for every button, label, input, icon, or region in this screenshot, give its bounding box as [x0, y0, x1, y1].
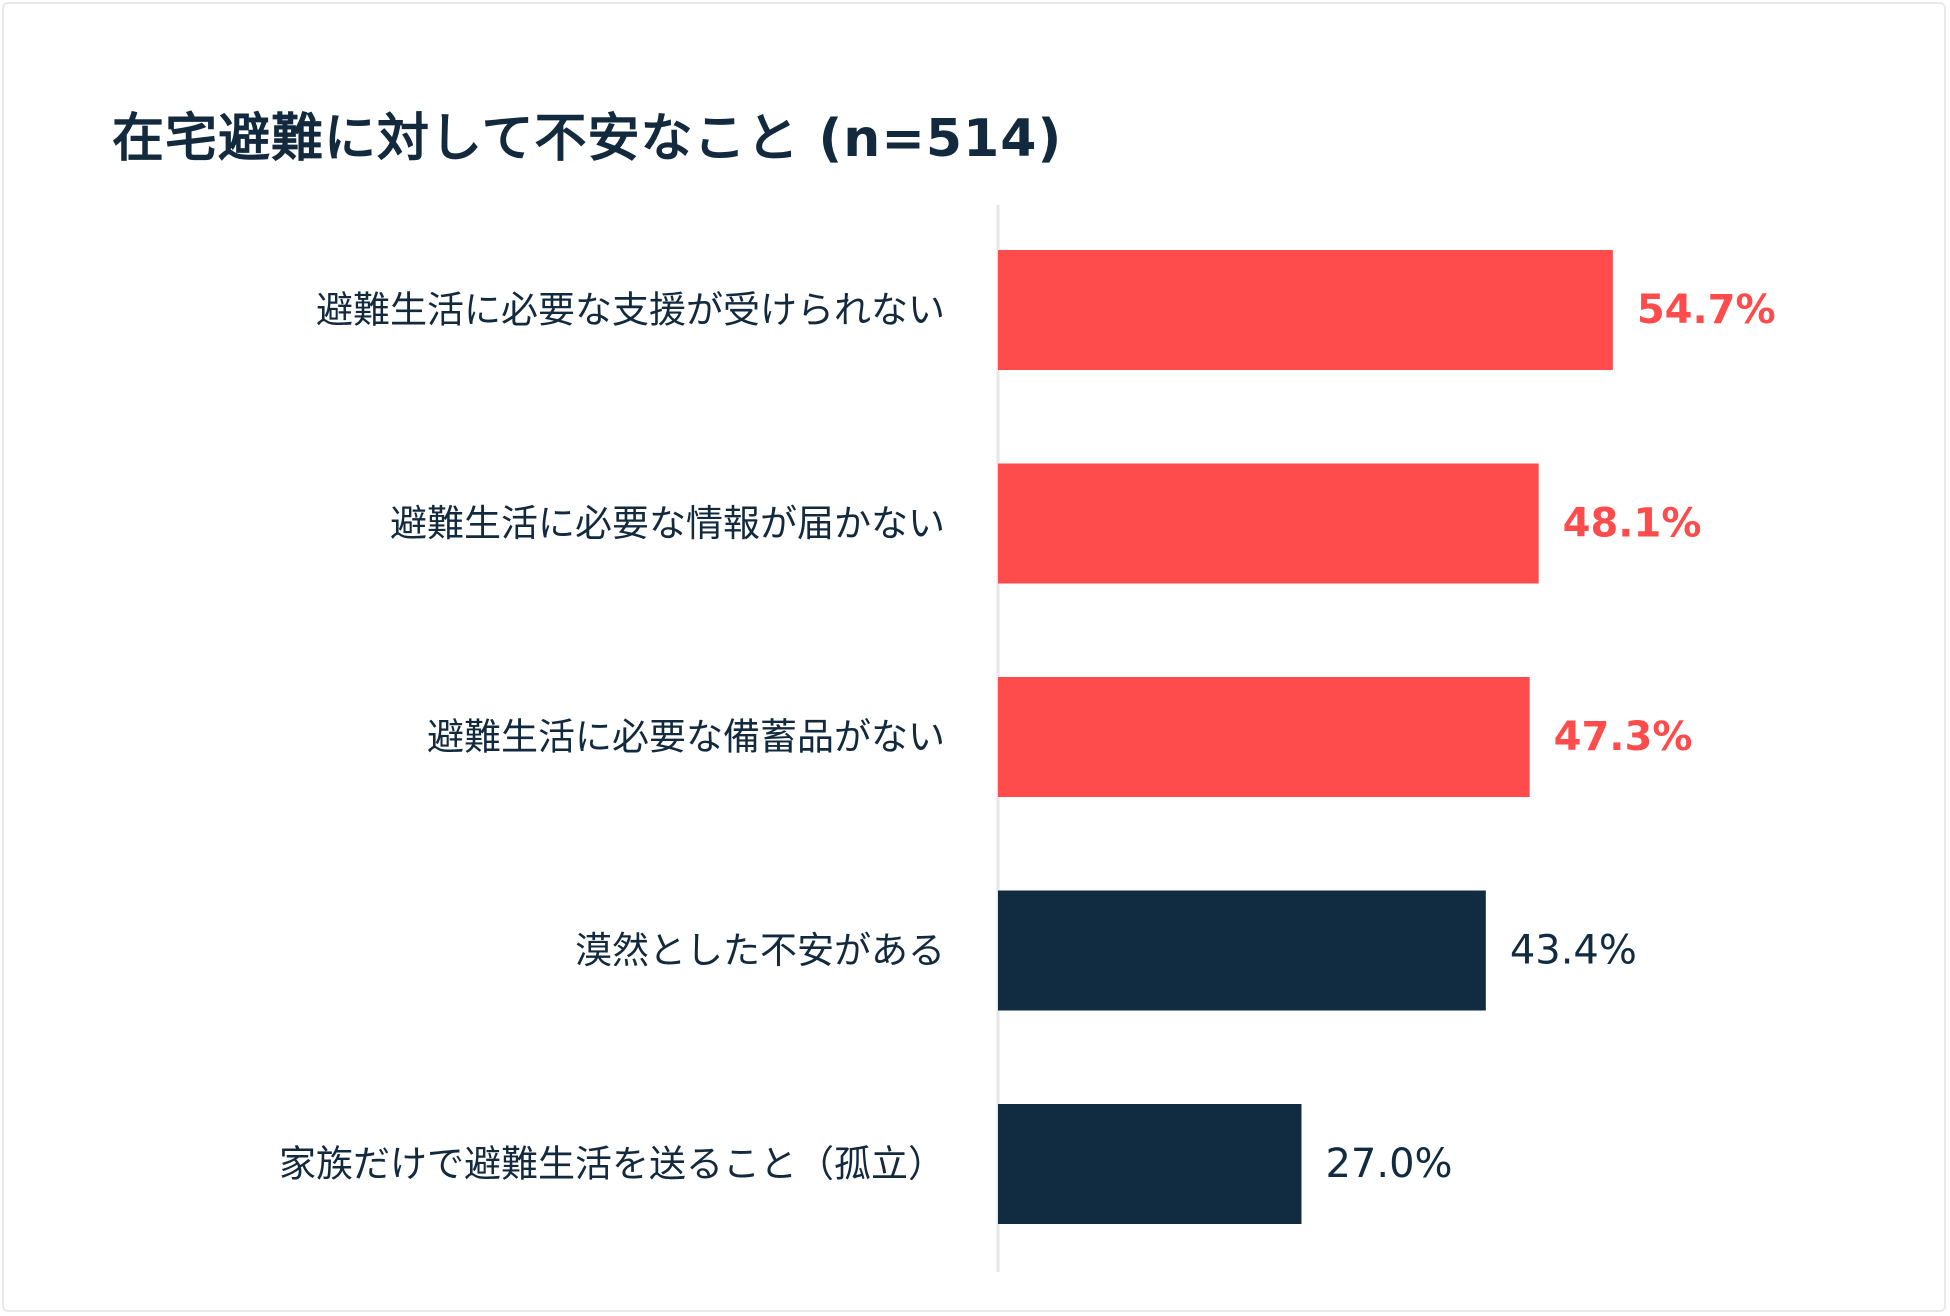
bar-5	[998, 1104, 1302, 1224]
bar-4	[998, 890, 1486, 1011]
bars-group: 避難生活に必要な支援が受けられない 54.7% 避難生活に必要な情報が届かない 48.…	[279, 250, 1776, 1224]
bar-1	[998, 250, 1613, 370]
chart-title: 在宅避難に対して不安なこと (n=514)	[112, 109, 1063, 169]
bar-3	[998, 677, 1530, 797]
category-label-5: 家族だけで避難生活を送ること（孤立）	[279, 1143, 945, 1186]
category-label-2: 避難生活に必要な情報が届かない	[390, 502, 945, 545]
category-label-3: 避難生活に必要な備蓄品がない	[427, 716, 945, 759]
value-label-5: 27.0%	[1325, 1141, 1452, 1187]
value-label-2: 48.1%	[1563, 501, 1702, 547]
bar-2	[998, 463, 1539, 584]
value-label-1: 54.7%	[1637, 287, 1776, 333]
value-label-3: 47.3%	[1554, 714, 1693, 760]
category-label-1: 避難生活に必要な支援が受けられない	[316, 289, 945, 332]
value-label-4: 43.4%	[1510, 928, 1637, 974]
category-label-4: 漠然とした不安がある	[575, 929, 945, 972]
